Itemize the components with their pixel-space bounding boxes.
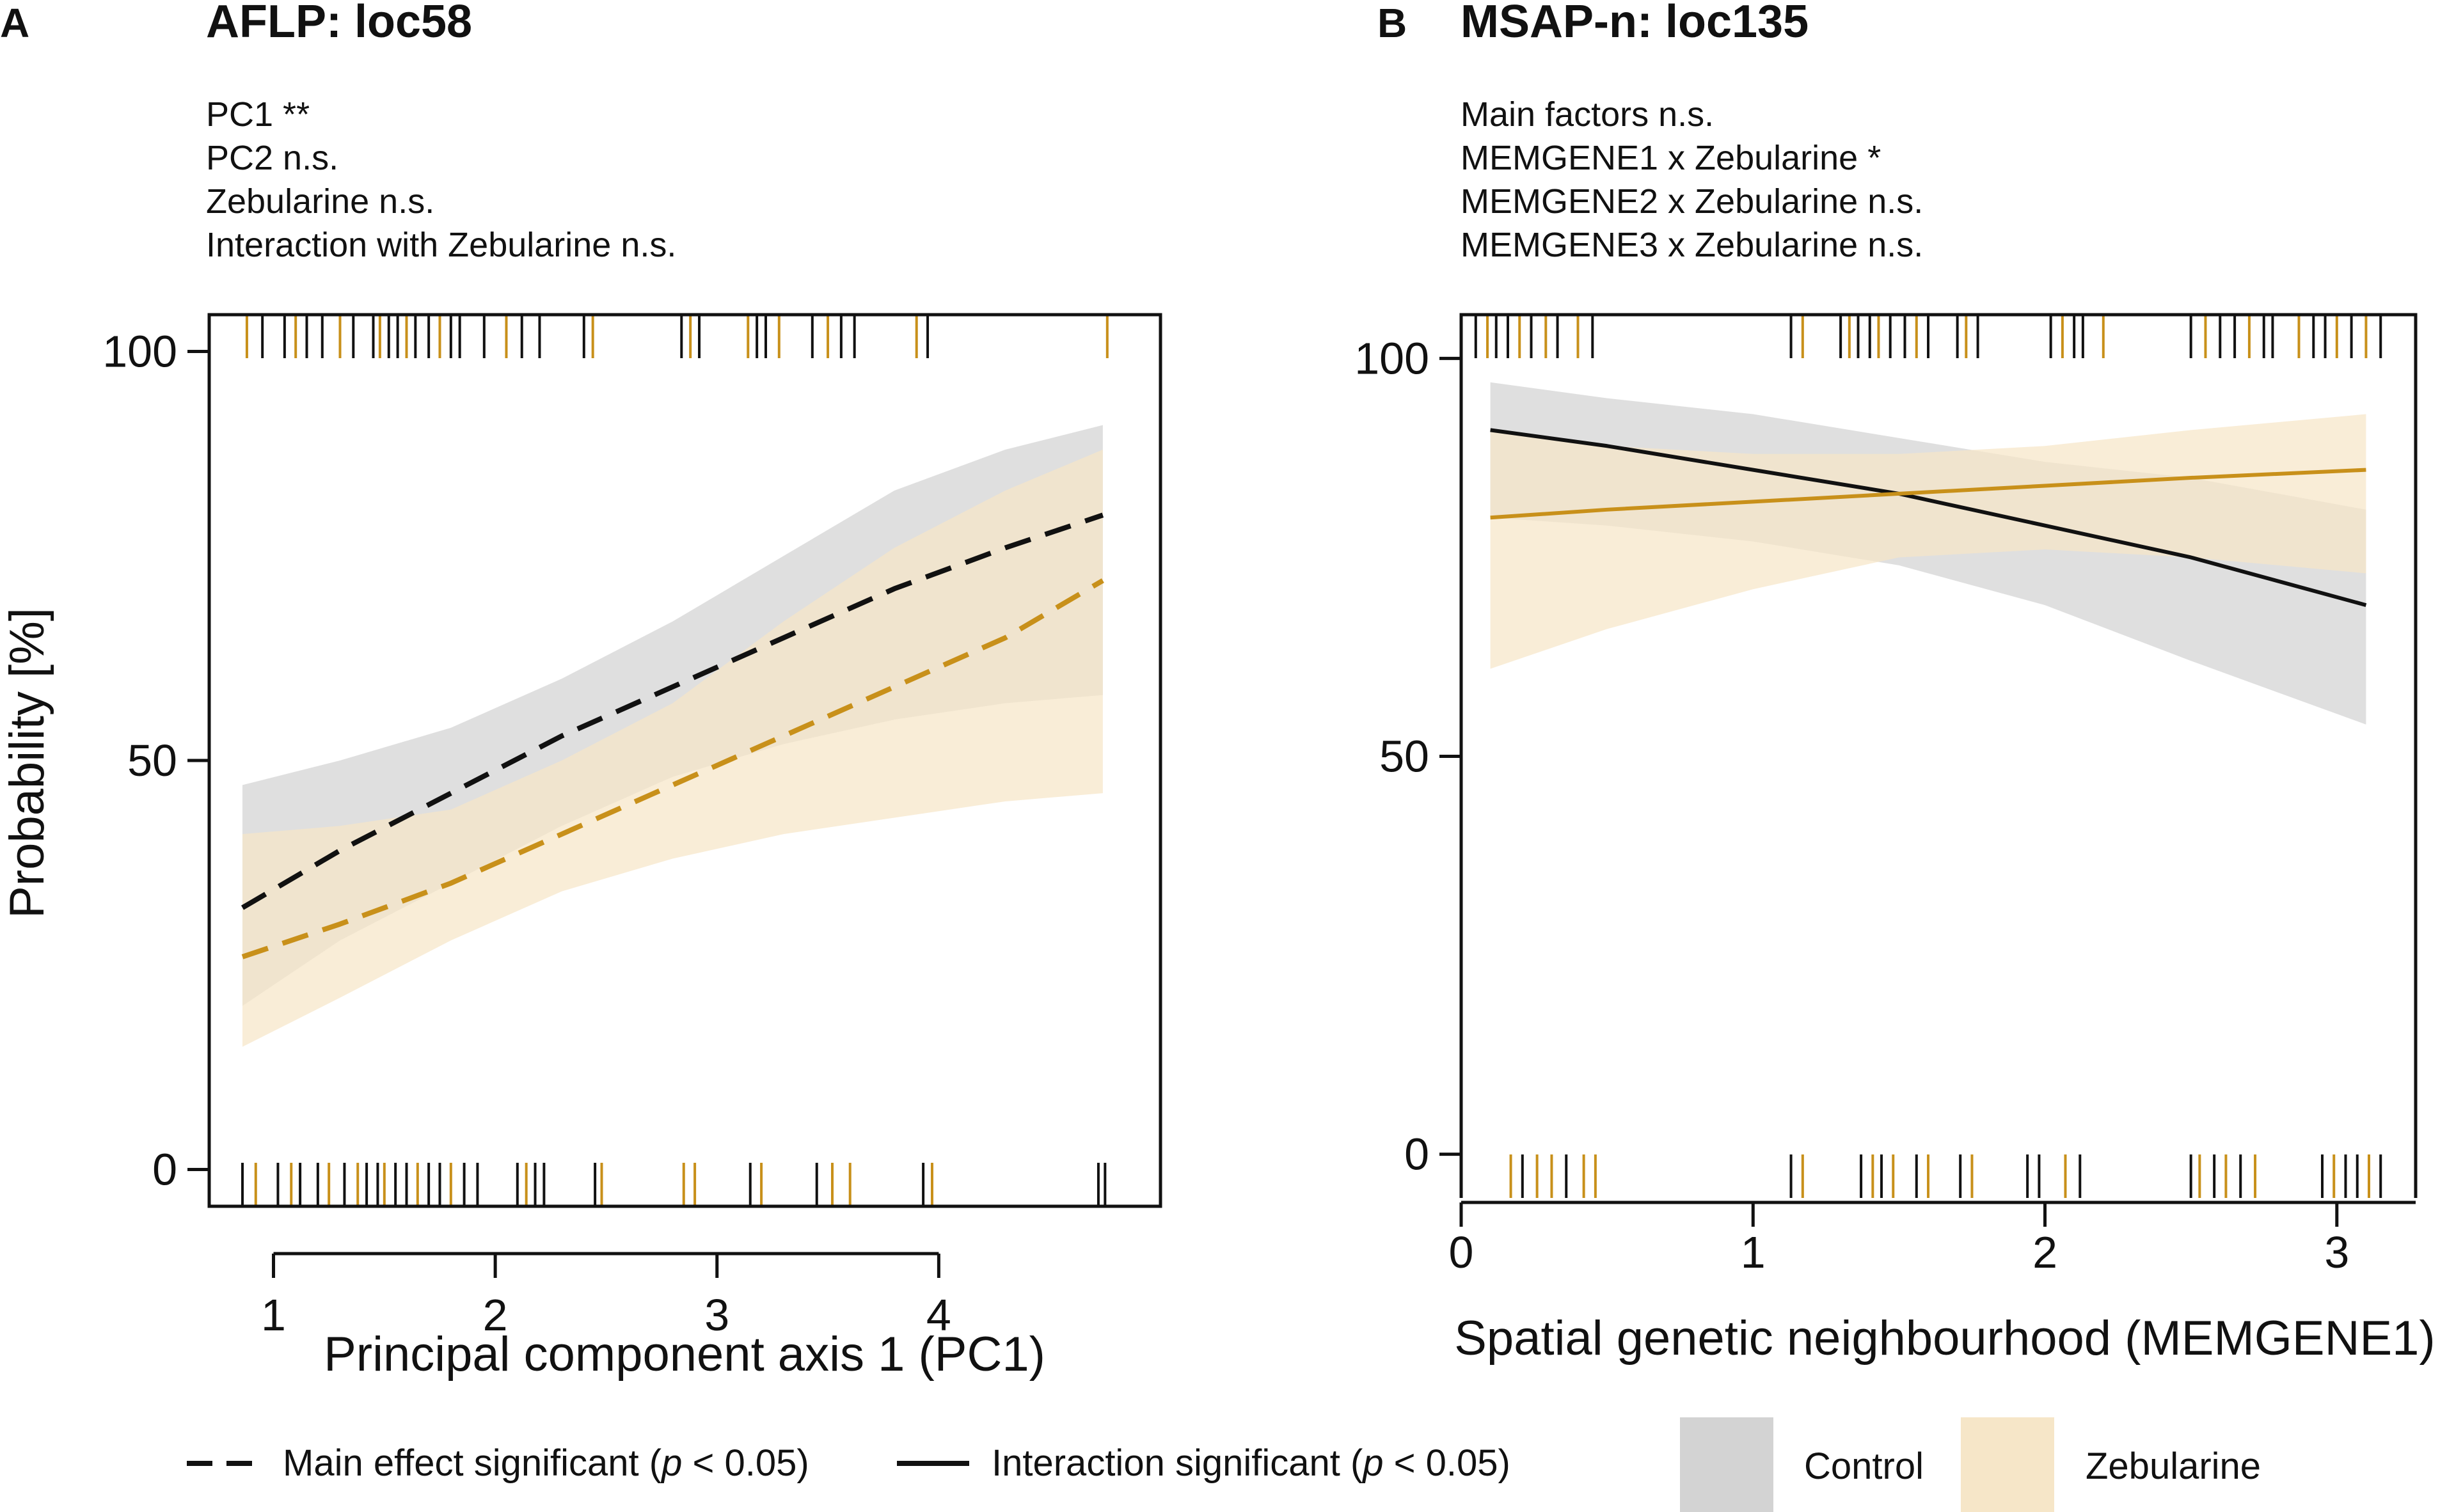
panel-a-x-axis-label: Principal component axis 1 (PC1)	[324, 1327, 1045, 1382]
panel-b-stat-1: Main factors n.s.	[1461, 95, 1714, 134]
panel-a-y-axis-label: Probability [%]	[0, 608, 54, 918]
legend-swatch-zebularine	[1961, 1417, 2054, 1512]
panel-a-plot-area: 0 50 100 1 2 3 4	[102, 313, 1162, 1340]
panel-a-title: AFLP: loc58	[206, 0, 472, 47]
panel-b-x-axis-label: Spatial genetic neighbourhood (MEMGENE1)	[1454, 1311, 2435, 1366]
panel-b-line-zebularine	[1490, 468, 2366, 520]
panel-a-line-control	[241, 512, 1104, 910]
panel-a-x-tick-label-1: 2	[483, 1290, 508, 1340]
panel-a-line-zebularine	[241, 578, 1104, 959]
panel-b-x-tick-label-1: 1	[1741, 1227, 1766, 1277]
panel-a: A AFLP: loc58 PC1 ** PC2 n.s. Zebularine…	[0, 0, 1162, 1382]
panel-letter-a: A	[0, 0, 29, 46]
panel-letter-b: B	[1377, 0, 1407, 46]
legend-dashed-label: Main effect significant (	[283, 1442, 661, 1484]
legend-label-zebularine: Zebularine	[2086, 1445, 2261, 1487]
legend: Main effect significant (p < 0.05) Inter…	[187, 1417, 2261, 1512]
panel-b-band-zebularine	[1490, 414, 2366, 669]
panel-a-stat-1: PC1 **	[206, 95, 310, 134]
panel-b-title: MSAP-n: loc135	[1461, 0, 1809, 47]
panel-b-plot-area: 0 50 100 0 1 2 3	[1354, 313, 2418, 1277]
panel-a-stat-4: Interaction with Zebularine n.s.	[206, 226, 676, 264]
panel-b-x-tick-label-3: 3	[2324, 1227, 2349, 1277]
panel-a-x-tick-label-0: 1	[261, 1290, 286, 1340]
legend-label-control: Control	[1804, 1445, 1924, 1487]
legend-swatch-control	[1680, 1417, 1773, 1512]
legend-solid-p: p	[1361, 1442, 1383, 1484]
panel-a-y-tick-label-1: 50	[127, 736, 177, 785]
panel-a-y-tick-label-0: 0	[152, 1144, 177, 1194]
legend-dashed-suffix: < 0.05)	[682, 1442, 809, 1484]
legend-solid-label: Interaction significant (	[992, 1442, 1363, 1484]
panel-b-y-tick-label-0: 0	[1404, 1130, 1429, 1179]
panel-b: B MSAP-n: loc135 Main factors n.s. MEMGE…	[1354, 0, 2435, 1366]
panel-a-band-zebularine	[242, 450, 1103, 1047]
panel-b-x-tick-label-0: 0	[1449, 1227, 1474, 1277]
legend-solid-suffix: < 0.05)	[1384, 1442, 1510, 1484]
panel-a-stat-2: PC2 n.s.	[206, 139, 338, 177]
panel-a-x-tick-label-3: 4	[926, 1290, 951, 1340]
panel-b-stat-3: MEMGENE2 x Zebularine n.s.	[1461, 182, 1923, 221]
panel-b-y-tick-label-1: 50	[1379, 732, 1429, 782]
legend-dashed-text: Main effect significant (p < 0.05)	[283, 1442, 809, 1484]
panel-b-y-tick-label-2: 100	[1354, 333, 1429, 383]
panel-b-stat-4: MEMGENE3 x Zebularine n.s.	[1461, 226, 1923, 264]
legend-solid-text: Interaction significant (p < 0.05)	[992, 1442, 1510, 1484]
panel-a-y-tick-label-2: 100	[102, 327, 177, 377]
panel-a-stat-3: Zebularine n.s.	[206, 182, 434, 221]
panel-b-x-tick-label-2: 2	[2032, 1227, 2057, 1277]
legend-dashed-p: p	[660, 1442, 682, 1484]
panel-b-stat-2: MEMGENE1 x Zebularine *	[1461, 139, 1881, 177]
panel-a-x-tick-label-2: 3	[704, 1290, 729, 1340]
